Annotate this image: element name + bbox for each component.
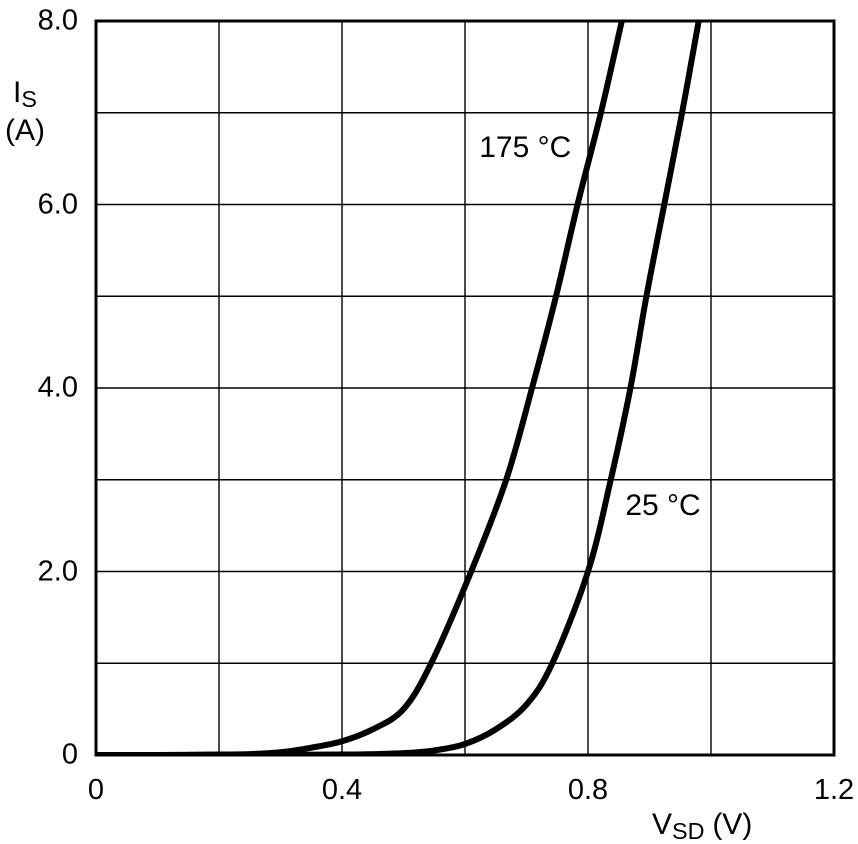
y-tick-0: 0 [61, 738, 78, 771]
curve-175c [96, 21, 625, 755]
y-axis-unit: (A) [5, 113, 45, 147]
x-tick-0.8: 0.8 [567, 774, 609, 806]
plot-border [94, 19, 836, 757]
series-label-175c: 175 °C [471, 127, 580, 168]
y-axis-title: IS (A) [0, 74, 50, 149]
y-tick-6.0: 6.0 [37, 188, 78, 220]
y-tick-8.0: 8.0 [37, 4, 78, 37]
x-tick-0: 0 [87, 774, 105, 806]
y-tick-2.0: 2.0 [37, 555, 78, 587]
y-axis-subscript: S [21, 86, 37, 113]
x-axis-unit: (V) [712, 808, 753, 841]
x-axis-subscript: SD [672, 818, 705, 844]
y-axis-symbol: IS [13, 76, 37, 113]
x-tick-1.2: 1.2 [813, 774, 855, 806]
curve-25c [96, 21, 702, 755]
series-label-25c: 25 °C [617, 486, 709, 527]
x-tick-0.4: 0.4 [321, 774, 363, 806]
x-axis-symbol: V [652, 808, 673, 841]
y-tick-4.0: 4.0 [37, 371, 78, 404]
grid-lines [96, 21, 834, 755]
x-axis-title: VSD (V) [652, 806, 752, 844]
